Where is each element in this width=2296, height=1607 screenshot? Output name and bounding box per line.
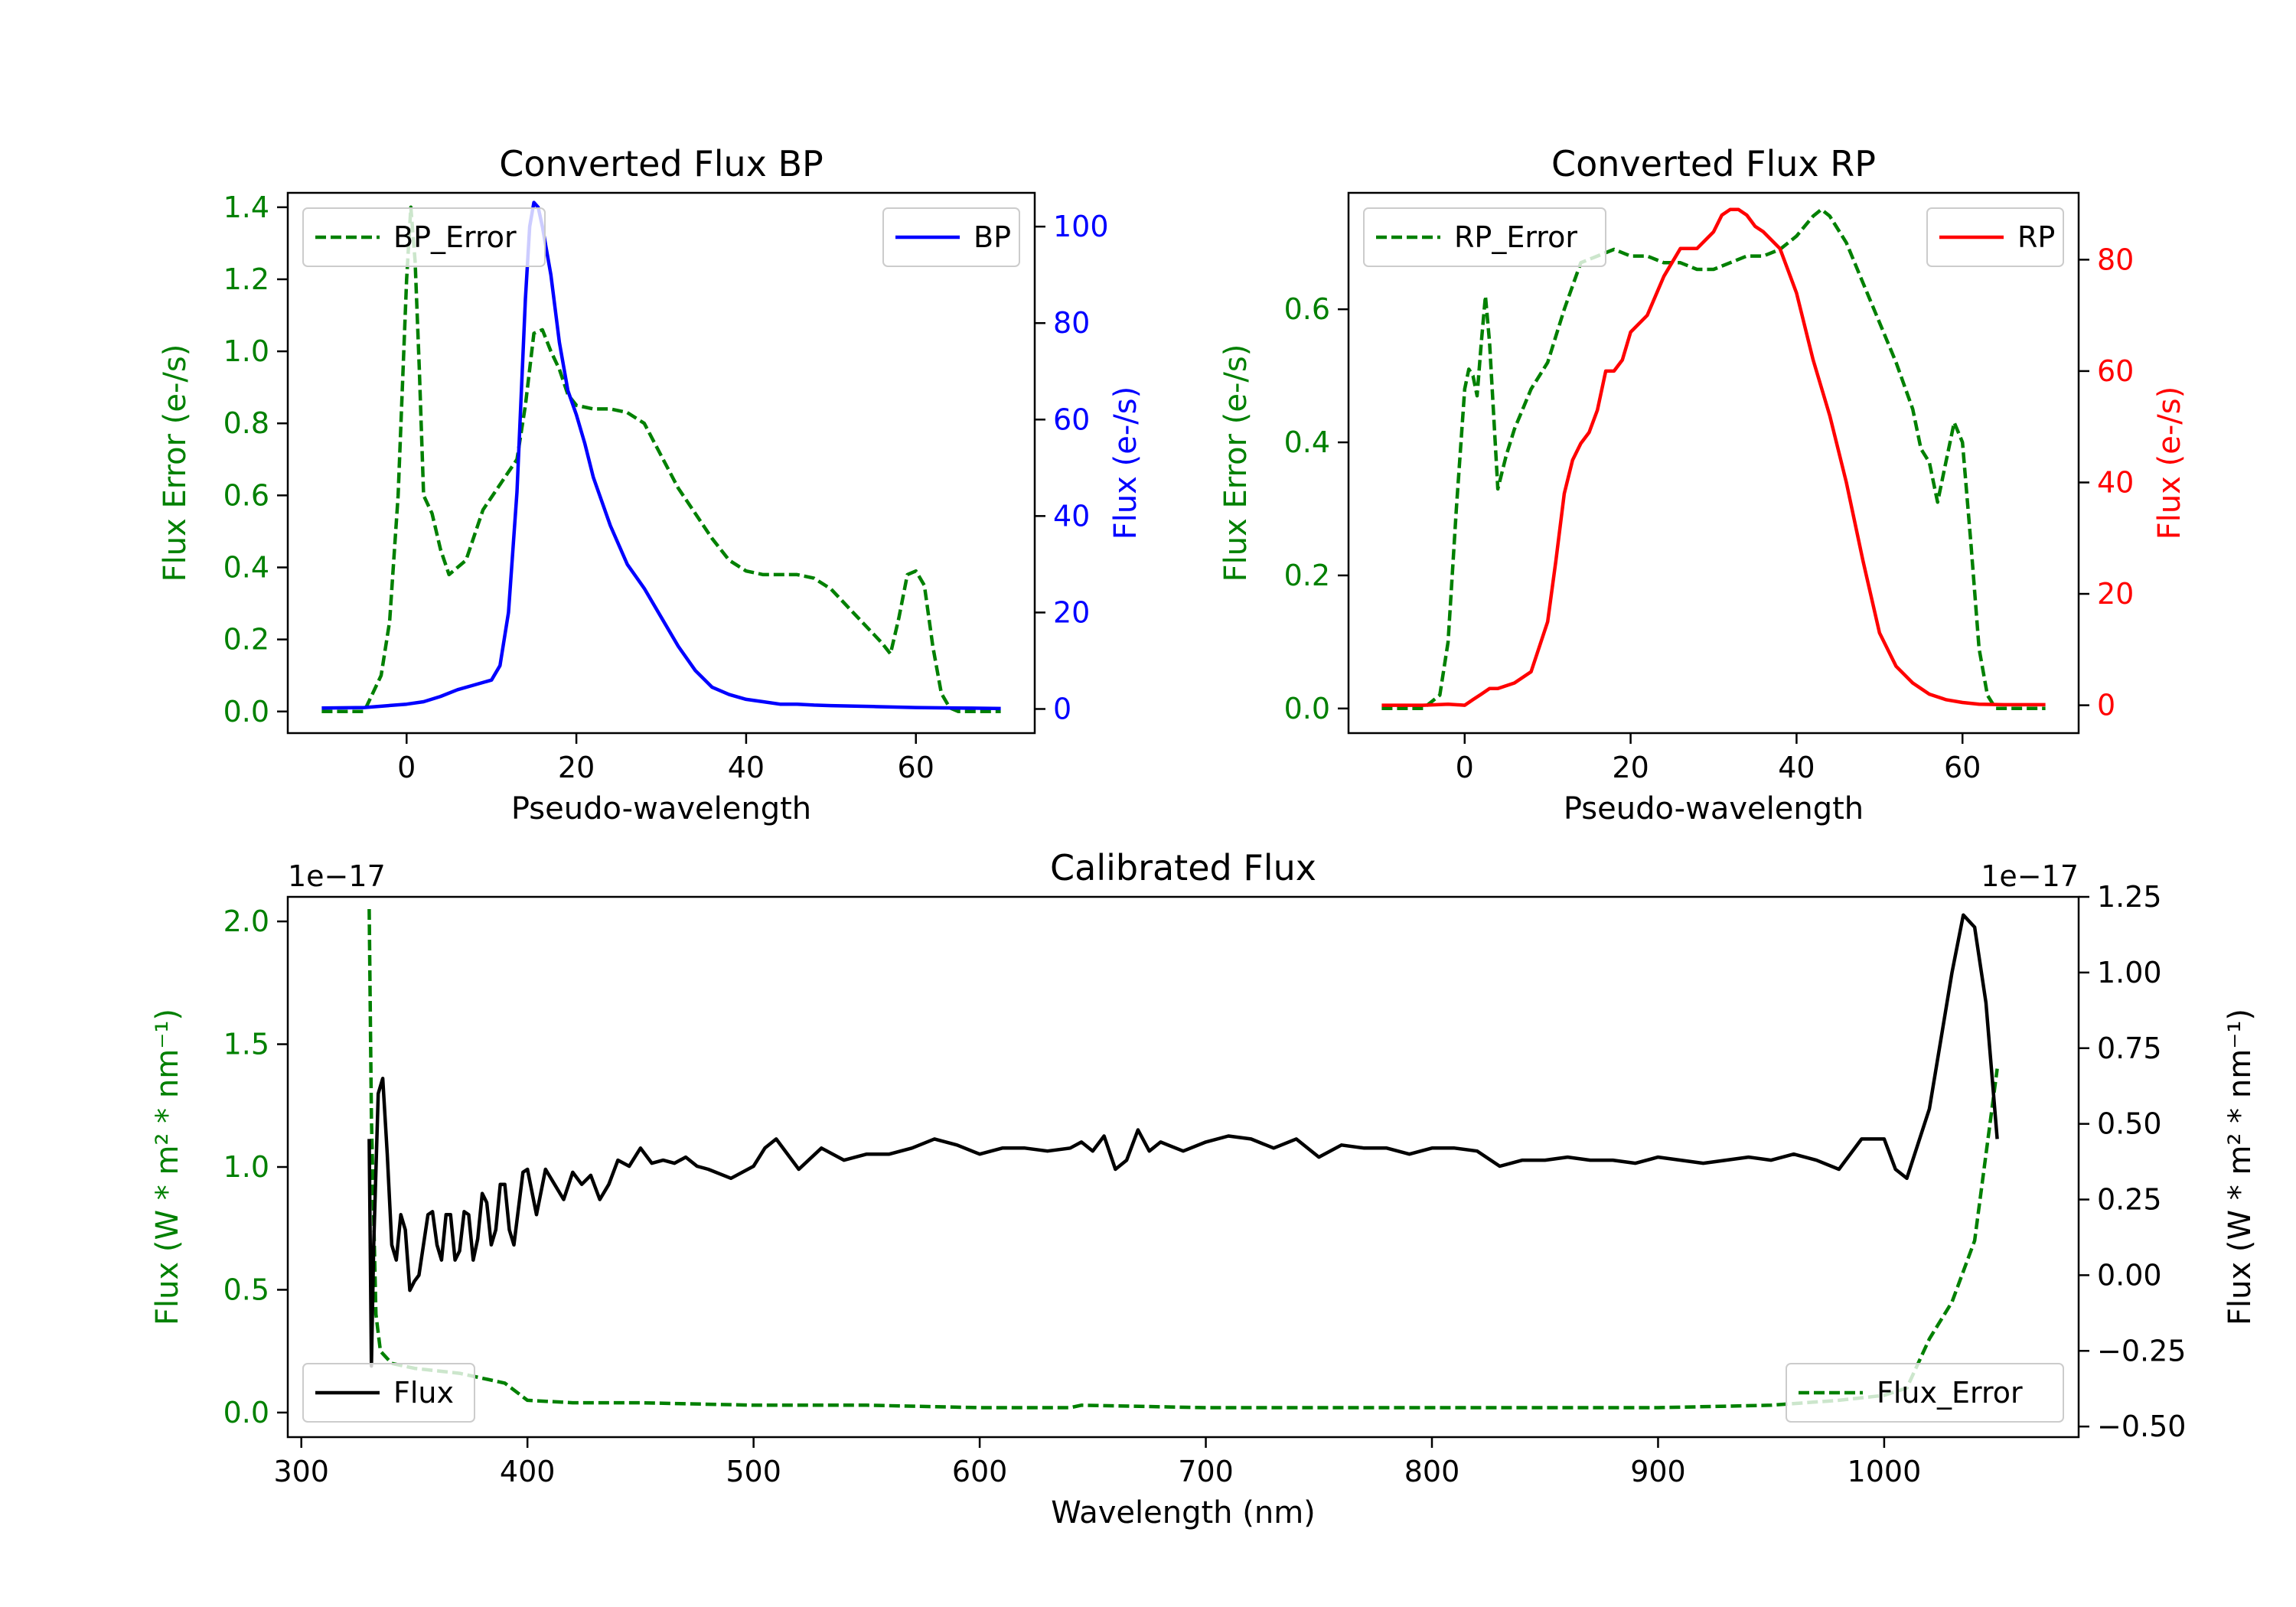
x-tick-label: 40 bbox=[728, 751, 765, 784]
y-left-tick-label: 0.0 bbox=[223, 695, 269, 729]
y-left-tick-label: 0.0 bbox=[1284, 692, 1330, 725]
y-right-tick-label: −0.50 bbox=[2097, 1410, 2186, 1443]
y-left-tick-label: 1.5 bbox=[223, 1028, 269, 1061]
chart-title: Converted Flux BP bbox=[499, 143, 823, 184]
series-line-flux bbox=[367, 913, 1999, 1368]
y-right-tick-label: 100 bbox=[1053, 210, 1109, 243]
y-left-axis-label: Flux Error (e-/s) bbox=[158, 344, 193, 582]
y-right-tick-label: 0.75 bbox=[2097, 1032, 2162, 1065]
y-left-tick-label: 0.4 bbox=[223, 550, 269, 584]
legend-flux: Flux bbox=[302, 1363, 475, 1423]
y-left-tick-label: 0.4 bbox=[1284, 425, 1330, 459]
y-left-tick-label: 0.8 bbox=[223, 406, 269, 440]
series-line-rp-error bbox=[1381, 207, 2046, 711]
y-right-tick-label: 20 bbox=[2097, 577, 2134, 611]
y-right-tick-label: 0 bbox=[1053, 692, 1071, 725]
y-right-offset-label: 1e−17 bbox=[1981, 859, 2079, 893]
legend-label: Flux bbox=[393, 1376, 454, 1410]
y-right-axis-label: Flux (e-/s) bbox=[2152, 386, 2187, 539]
legend-label: BP bbox=[974, 220, 1011, 254]
legend-label: BP_Error bbox=[393, 220, 517, 254]
legend-bp-error: BP_Error bbox=[302, 207, 546, 267]
chart-bp: 0 20 40 60 0.0 0.2 0.4 0.6 0.8 1.0 1.2 1.4 0 20 40 60 80… bbox=[158, 143, 1143, 826]
x-tick-label: 800 bbox=[1404, 1455, 1460, 1488]
x-tick-label: 300 bbox=[273, 1455, 329, 1488]
x-tick-label: 0 bbox=[1456, 751, 1474, 784]
x-tick-label: 400 bbox=[500, 1455, 556, 1488]
y-left-axis-label: Flux (W * m² * nm⁻¹) bbox=[150, 1009, 185, 1325]
legend-box bbox=[302, 1363, 475, 1423]
y-left-tick-label: 0.2 bbox=[1284, 559, 1330, 592]
chart-title: Calibrated Flux bbox=[1050, 847, 1316, 888]
legend-rp: RP bbox=[1926, 207, 2064, 267]
y-right-tick-label: 1.00 bbox=[2097, 956, 2162, 989]
legend-label: RP bbox=[2017, 220, 2055, 254]
y-left-tick-label: 1.0 bbox=[223, 334, 269, 368]
y-right-tick-label: 40 bbox=[1053, 499, 1090, 533]
x-tick-label: 0 bbox=[397, 751, 416, 784]
x-axis-label: Pseudo-wavelength bbox=[1564, 791, 1864, 826]
series-group bbox=[1381, 207, 2046, 711]
y-right-tick-label: 1.25 bbox=[2097, 880, 2162, 914]
series-line-bp bbox=[321, 200, 1001, 711]
y-right-tick-label: 0 bbox=[2097, 689, 2115, 722]
chart-rp: 0 20 40 60 0.0 0.2 0.4 0.6 0 20 40 60 80 Converted Fl… bbox=[1218, 143, 2187, 826]
y-left-tick-label: 0.5 bbox=[223, 1273, 269, 1306]
legend-rp-error: RP_Error bbox=[1363, 207, 1606, 267]
y-left-tick-label: 0.6 bbox=[223, 478, 269, 512]
x-tick-label: 500 bbox=[726, 1455, 781, 1488]
legend-flux-error: Flux_Error bbox=[1786, 1363, 2064, 1423]
y-right-tick-label: 0.50 bbox=[2097, 1107, 2162, 1141]
x-tick-label: 900 bbox=[1630, 1455, 1686, 1488]
y-left-axis-label: Flux Error (e-/s) bbox=[1218, 344, 1254, 582]
y-right-tick-label: 40 bbox=[2097, 465, 2134, 499]
y-left-offset-label: 1e−17 bbox=[288, 859, 386, 893]
y-right-tick-label: 20 bbox=[1053, 595, 1090, 629]
x-tick-label: 40 bbox=[1778, 751, 1815, 784]
plot-frame bbox=[286, 191, 1036, 735]
y-right-tick-label: 80 bbox=[2097, 243, 2134, 276]
x-tick-label: 20 bbox=[558, 751, 595, 784]
x-tick-label: 600 bbox=[952, 1455, 1008, 1488]
y-right-tick-label: −0.25 bbox=[2097, 1334, 2186, 1367]
y-left-tick-label: 0.0 bbox=[223, 1396, 269, 1429]
x-tick-label: 1000 bbox=[1848, 1455, 1922, 1488]
y-left-tick-label: 1.0 bbox=[223, 1150, 269, 1184]
y-right-tick-label: 60 bbox=[1053, 403, 1090, 436]
x-tick-label: 20 bbox=[1612, 751, 1649, 784]
x-axis-label: Pseudo-wavelength bbox=[511, 791, 811, 826]
y-right-axis-label: Flux (e-/s) bbox=[1108, 386, 1143, 539]
y-left-tick-label: 0.2 bbox=[223, 623, 269, 657]
y-right-axis-label: Flux (W * m² * nm⁻¹) bbox=[2223, 1009, 2258, 1325]
plot-frame bbox=[1347, 191, 2080, 735]
chart-cal: 300 400 500 600 700 800 900 1000 0.0 0.5 1.0 1.5 2.0… bbox=[150, 847, 2258, 1530]
y-left-tick-label: 1.4 bbox=[223, 191, 269, 224]
series-group bbox=[321, 200, 1001, 714]
legend-box bbox=[1363, 207, 1606, 267]
y-right-tick-label: 80 bbox=[1053, 306, 1090, 340]
y-left-tick-label: 0.6 bbox=[1284, 292, 1330, 326]
x-tick-label: 60 bbox=[1944, 751, 1981, 784]
legend-label: RP_Error bbox=[1454, 220, 1577, 254]
legend-box bbox=[1786, 1363, 2064, 1423]
legend-bp: BP bbox=[882, 207, 1020, 267]
y-right-tick-label: 60 bbox=[2097, 354, 2134, 388]
y-left-tick-label: 2.0 bbox=[223, 905, 269, 938]
chart-title: Converted Flux RP bbox=[1551, 143, 1876, 184]
legend-box bbox=[302, 207, 546, 267]
legend-label: Flux_Error bbox=[1877, 1376, 2023, 1410]
series-line-rp bbox=[1381, 207, 2046, 707]
x-tick-label: 60 bbox=[898, 751, 934, 784]
y-left-tick-label: 1.2 bbox=[223, 262, 269, 296]
series-line-bp-error bbox=[321, 205, 1001, 714]
y-right-tick-label: 0.00 bbox=[2097, 1258, 2162, 1292]
y-right-tick-label: 0.25 bbox=[2097, 1183, 2162, 1217]
x-axis-label: Wavelength (nm) bbox=[1051, 1495, 1316, 1530]
x-tick-label: 700 bbox=[1178, 1455, 1234, 1488]
